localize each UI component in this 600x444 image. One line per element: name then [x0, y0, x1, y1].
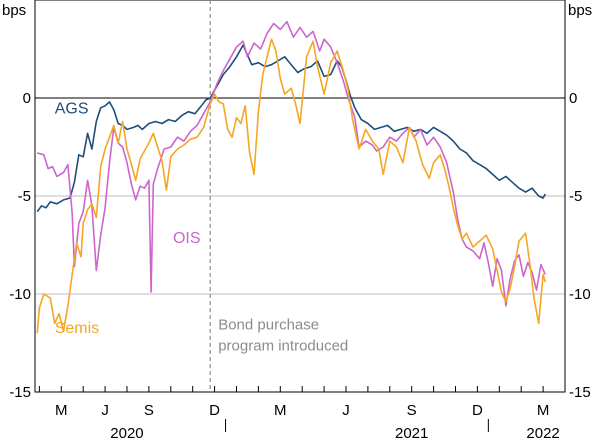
y-tick-label-right: -5 [569, 188, 582, 205]
bond-purchase-marker: Bond purchase program introduced [209, 0, 348, 392]
y-axis-left: 0 -5 -10 -15 [9, 90, 31, 401]
x-tick-label: M [537, 402, 550, 419]
x-tick-label: M [55, 402, 68, 419]
series-label-ags: AGS [55, 101, 89, 118]
series-line-ois [36, 20, 547, 307]
y-tick-label-left: -10 [9, 286, 31, 303]
series-label-ois: OIS [173, 230, 201, 247]
x-tick-label: S [144, 402, 154, 419]
y-tick-label-right: -10 [569, 286, 591, 303]
x-tick-label: M [274, 402, 287, 419]
y-unit-right: bps [568, 2, 592, 19]
series-lines [36, 20, 547, 334]
x-tick-label: J [101, 402, 109, 419]
series-line-semis [36, 38, 547, 334]
y-tick-label-left: -5 [18, 188, 31, 205]
y-tick-label-left: 0 [23, 90, 31, 107]
series-label-semis: Semis [55, 320, 99, 337]
x-year-label: 2021 [395, 425, 428, 442]
plot-frame [34, 0, 566, 393]
x-tick-label: D [209, 402, 220, 419]
x-tick-label: D [472, 402, 483, 419]
x-year-label: 2020 [110, 425, 143, 442]
y-tick-label-left: -15 [9, 384, 31, 401]
y-unit-left: bps [2, 2, 26, 19]
annotation-line2: program introduced [218, 337, 348, 354]
series-line-ags [36, 44, 547, 213]
gridlines [35, 97, 565, 295]
annotation-line1: Bond purchase [218, 316, 319, 333]
x-axis: M J S D M J S D M 2020 2021 2022 [38, 386, 566, 442]
y-tick-label-right: 0 [569, 90, 577, 107]
y-axis-right: 0 -5 -10 -15 [569, 90, 591, 401]
x-tick-label: S [407, 402, 417, 419]
series-labels: AGS OIS Semis [55, 101, 201, 338]
x-year-label: 2022 [526, 425, 559, 442]
y-tick-label-right: -15 [569, 384, 591, 401]
x-tick-label: J [342, 402, 350, 419]
